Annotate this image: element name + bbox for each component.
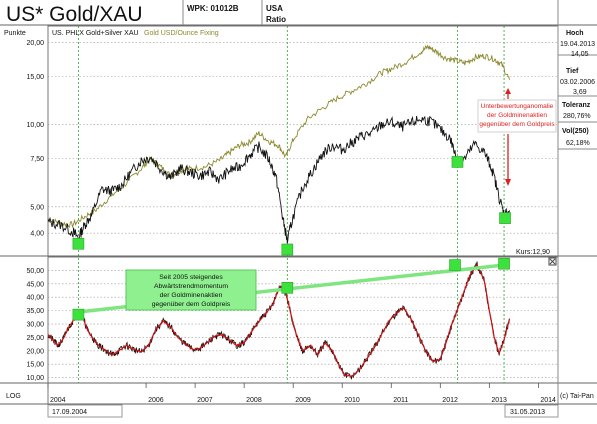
- stat-vol-label: Vol(250): [562, 128, 589, 135]
- upper-marker: [72, 237, 85, 250]
- stat-low-value: 3,69: [573, 89, 587, 96]
- stat-vol-value: 62,18%: [566, 140, 590, 147]
- green-annotation-line-4: gegenüber dem Goldpreis: [152, 301, 231, 308]
- stat-tolerance-label: Toleranz: [562, 102, 591, 109]
- upper-marker: [499, 212, 511, 224]
- stat-high-label: Hoch: [566, 30, 584, 37]
- xau-line: [47, 115, 510, 244]
- upper-unit-label: Punkte: [4, 30, 26, 37]
- lower-y-tick-label: 45,00: [26, 281, 44, 288]
- x-tick-label: 2006: [148, 397, 164, 404]
- x-tick-label: 2013: [491, 397, 507, 404]
- upper-y-tick-label: 4,00: [30, 231, 44, 238]
- upper-y-tick-label: 15,00: [26, 74, 44, 81]
- stat-high-value: 14,05: [571, 51, 589, 58]
- ratio-label: Ratio: [266, 15, 286, 24]
- x-tick-label: 2008: [246, 397, 262, 404]
- stats-box: Hoch 19.04.2013 14,05 Tief 03.02.2006 3,…: [558, 30, 597, 150]
- country-label: USA: [266, 4, 283, 13]
- lower-y-tick-label: 35,00: [26, 308, 44, 315]
- stat-low-date: 03.02.2006: [560, 79, 595, 86]
- lower-y-tick-label: 20,00: [26, 348, 44, 355]
- red-annotation-line-2: der Goldminenaktien: [487, 112, 547, 119]
- momentum-black-line: [47, 261, 510, 380]
- undervaluation-annotation: Unterbewertunganomalie der Goldminenakti…: [477, 88, 557, 186]
- green-annotation-line-2: Abwärtstrendmomentum: [154, 283, 228, 290]
- upper-y-tick-label: 20,00: [26, 40, 44, 47]
- upper-y-tick-label: 7,50: [30, 156, 44, 163]
- header-bar: [0, 0, 597, 25]
- momentum-red-line: [47, 263, 511, 378]
- x-tick-label: 2014: [540, 397, 556, 404]
- red-arrow-up-head: [505, 88, 511, 94]
- kurs-label: Kurs:12,90: [516, 249, 550, 256]
- x-tick-label: 2010: [344, 397, 360, 404]
- end-date: 31.05.2013: [510, 409, 545, 416]
- stat-tolerance-value: 280,76%: [563, 113, 591, 120]
- upper-marker: [281, 243, 294, 256]
- upper-marker: [451, 156, 464, 168]
- lower-y-tick-label: 25,00: [26, 335, 44, 342]
- legend-xau: US. PHLX Gold+Silver XAU: [52, 30, 139, 37]
- x-tick-label: 2009: [295, 397, 311, 404]
- log-toggle[interactable]: LOG: [6, 393, 21, 400]
- x-tick-label: 2007: [197, 397, 213, 404]
- legend-gold: Gold USD/Ounce Fixing: [144, 30, 219, 37]
- red-arrow-down-head: [505, 179, 511, 186]
- lower-marker: [72, 308, 85, 321]
- red-annotation-line-1: Unterbewertunganomalie: [481, 103, 554, 110]
- lower-y-tick-label: 30,00: [26, 322, 44, 329]
- x-tick-label: 2012: [442, 397, 458, 404]
- lower-marker: [449, 259, 461, 271]
- gold-line: [47, 44, 510, 229]
- upper-y-tick-label: 10,00: [26, 122, 44, 129]
- lower-y-tick-label: 50,00: [26, 268, 44, 275]
- lower-y-tick-label: 40,00: [26, 295, 44, 302]
- credit-label: (c) Tai-Pan: [560, 393, 594, 400]
- lower-marker: [498, 257, 510, 270]
- momentum-annotation: Seit 2005 steigendes Abwärtstrendmomentu…: [125, 269, 257, 311]
- stat-high-date: 19.04.2013: [560, 41, 595, 48]
- start-date: 17.09.2004: [52, 409, 87, 416]
- upper-y-tick-label: 5,00: [30, 204, 44, 211]
- green-annotation-line-3: der Goldminenaktien: [160, 292, 223, 299]
- upper-plot-area: [47, 25, 559, 257]
- lower-y-tick-label: 10,00: [26, 375, 44, 382]
- lower-marker: [281, 282, 294, 294]
- x-tick-label: 2004: [50, 397, 66, 404]
- lower-y-tick-label: 15,00: [26, 362, 44, 369]
- x-tick-label: 2011: [393, 397, 408, 404]
- lower-plot-area: [47, 256, 559, 384]
- stat-low-label: Tief: [566, 68, 579, 75]
- wpk-label: WPK: 01012B: [187, 4, 239, 13]
- chart-title: US* Gold/XAU: [6, 3, 143, 26]
- red-annotation-line-3: gegenüber dem Goldpreis: [479, 121, 555, 128]
- green-annotation-line-1: Seit 2005 steigendes: [159, 274, 223, 281]
